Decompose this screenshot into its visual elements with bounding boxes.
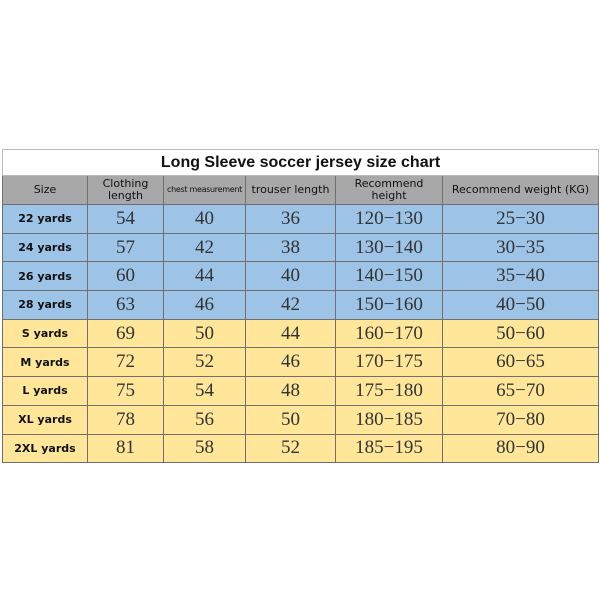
header-weight: Recommend weight (KG): [441, 175, 600, 205]
cell-size: 28 yards: [2, 290, 88, 320]
cell-size: M yards: [2, 347, 88, 378]
table-row: XL yards 78 56 50 180−185 70−80: [2, 404, 600, 435]
header-row: Size Clothing length chest measurement t…: [2, 175, 600, 205]
cell-height: 170−175: [335, 347, 443, 378]
cell-weight: 25−30: [441, 204, 600, 234]
cell-chest: 58: [163, 433, 246, 464]
cell-weight: 30−35: [441, 232, 600, 263]
header-clothing-length: Clothing length: [87, 175, 164, 205]
cell-size: 26 yards: [2, 261, 88, 292]
cell-trouser-length: 42: [245, 290, 336, 320]
table-row: L yards 75 54 48 175−180 65−70: [2, 376, 600, 406]
cell-size: 24 yards: [2, 232, 88, 263]
table-row: 26 yards 60 44 40 140−150 35−40: [2, 261, 600, 292]
table-row: 24 yards 57 42 38 130−140 30−35: [2, 232, 600, 263]
cell-weight: 40−50: [441, 290, 600, 320]
cell-height: 185−195: [335, 433, 443, 464]
size-chart: Long Sleeve soccer jersey size chart Siz…: [1, 149, 600, 464]
cell-trouser-length: 50: [245, 404, 336, 435]
header-chest: chest measurement: [163, 175, 246, 205]
header-size: Size: [2, 175, 88, 205]
cell-clothing-length: 60: [87, 261, 164, 292]
cell-chest: 52: [163, 347, 246, 378]
header-height-label: Recommend height: [354, 177, 424, 202]
cell-clothing-length: 81: [87, 433, 164, 464]
cell-chest: 50: [163, 318, 246, 349]
cell-height: 150−160: [335, 290, 443, 320]
table-row: 2XL yards 81 58 52 185−195 80−90: [2, 433, 600, 464]
table-row: M yards 72 52 46 170−175 60−65: [2, 347, 600, 378]
cell-trouser-length: 48: [245, 376, 336, 406]
cell-trouser-length: 46: [245, 347, 336, 378]
cell-size: XL yards: [2, 404, 88, 435]
cell-trouser-length: 38: [245, 232, 336, 263]
header-clothing-length-label: Clothing length: [102, 177, 149, 202]
cell-clothing-length: 63: [87, 290, 164, 320]
cell-chest: 46: [163, 290, 246, 320]
cell-clothing-length: 78: [87, 404, 164, 435]
cell-chest: 40: [163, 204, 246, 234]
cell-weight: 50−60: [441, 318, 600, 349]
header-height: Recommend height: [335, 175, 443, 205]
cell-chest: 42: [163, 232, 246, 263]
cell-height: 140−150: [335, 261, 443, 292]
cell-size: L yards: [2, 376, 88, 406]
cell-weight: 70−80: [441, 404, 600, 435]
cell-height: 130−140: [335, 232, 443, 263]
table-row: 28 yards 63 46 42 150−160 40−50: [2, 290, 600, 320]
cell-size: 22 yards: [2, 204, 88, 234]
table-row: 22 yards 54 40 36 120−130 25−30: [2, 204, 600, 234]
cell-weight: 60−65: [441, 347, 600, 378]
cell-weight: 65−70: [441, 376, 600, 406]
title-row: Long Sleeve soccer jersey size chart: [1, 149, 600, 176]
cell-size: 2XL yards: [2, 433, 88, 464]
cell-trouser-length: 44: [245, 318, 336, 349]
cell-chest: 44: [163, 261, 246, 292]
cell-height: 120−130: [335, 204, 443, 234]
chart-title: Long Sleeve soccer jersey size chart: [1, 149, 600, 176]
cell-height: 180−185: [335, 404, 443, 435]
cell-trouser-length: 36: [245, 204, 336, 234]
header-trouser-length: trouser length: [245, 175, 336, 205]
cell-height: 175−180: [335, 376, 443, 406]
cell-trouser-length: 40: [245, 261, 336, 292]
cell-clothing-length: 57: [87, 232, 164, 263]
cell-chest: 56: [163, 404, 246, 435]
table-row: S yards 69 50 44 160−170 50−60: [2, 318, 600, 349]
cell-clothing-length: 69: [87, 318, 164, 349]
cell-weight: 35−40: [441, 261, 600, 292]
cell-weight: 80−90: [441, 433, 600, 464]
cell-clothing-length: 72: [87, 347, 164, 378]
cell-size: S yards: [2, 318, 88, 349]
cell-clothing-length: 75: [87, 376, 164, 406]
cell-clothing-length: 54: [87, 204, 164, 234]
cell-height: 160−170: [335, 318, 443, 349]
cell-chest: 54: [163, 376, 246, 406]
cell-trouser-length: 52: [245, 433, 336, 464]
size-table: Long Sleeve soccer jersey size chart Siz…: [1, 149, 600, 464]
